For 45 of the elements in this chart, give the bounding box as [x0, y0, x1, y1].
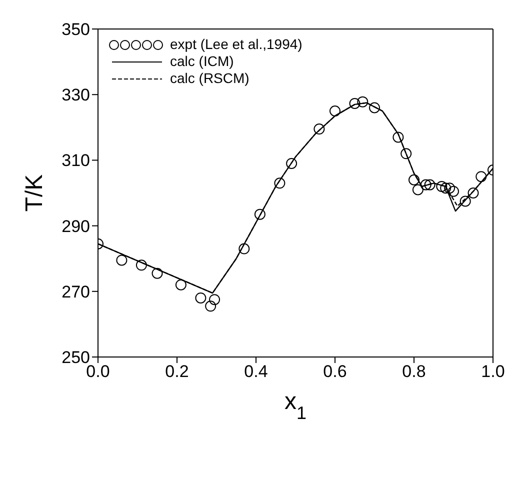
- x-axis-title: x$_{1}$: [284, 388, 307, 423]
- point: [274, 178, 286, 189]
- point: [420, 179, 432, 190]
- x-tick-label: 1.0: [481, 362, 505, 382]
- point: [238, 243, 250, 254]
- y-tick-label: 330: [62, 86, 90, 105]
- point: [175, 279, 186, 290]
- point: [436, 180, 448, 192]
- y-tick-label: 310: [62, 151, 90, 170]
- x-tick-label: 0.2: [165, 362, 189, 382]
- point: [400, 148, 412, 160]
- legend-label: calc (RSCM): [170, 70, 250, 87]
- point: [468, 188, 479, 198]
- point: [330, 106, 340, 116]
- point: [460, 196, 471, 207]
- point: [369, 102, 380, 114]
- point: [424, 179, 436, 190]
- point: [254, 208, 266, 220]
- point: [408, 174, 420, 186]
- legend-label: calc (ICM): [170, 53, 234, 70]
- point: [136, 260, 147, 271]
- point: [286, 158, 298, 169]
- x-tick-label: 0.4: [244, 362, 268, 382]
- point: [116, 254, 128, 266]
- point: [357, 96, 368, 108]
- y-axis-title: T/K: [21, 174, 48, 212]
- point: [476, 171, 487, 182]
- y-tick-label: 270: [62, 282, 90, 302]
- point: [412, 184, 424, 196]
- y-tick-label: 350: [62, 20, 90, 40]
- point: [392, 132, 404, 143]
- point: [209, 294, 220, 306]
- y-tick-label: 290: [62, 216, 90, 236]
- x-tick-label: 0.8: [402, 362, 426, 382]
- point: [448, 186, 459, 197]
- legend-label: expt (Lee et al.,1994): [170, 36, 302, 53]
- x-tick-label: 0.6: [323, 362, 347, 382]
- point: [444, 182, 456, 194]
- point: [349, 98, 360, 109]
- point: [440, 182, 452, 194]
- point: [152, 268, 163, 279]
- point: [195, 292, 206, 304]
- x-tick-label: 0.0: [86, 362, 110, 382]
- point: [205, 300, 216, 312]
- point: [314, 124, 325, 135]
